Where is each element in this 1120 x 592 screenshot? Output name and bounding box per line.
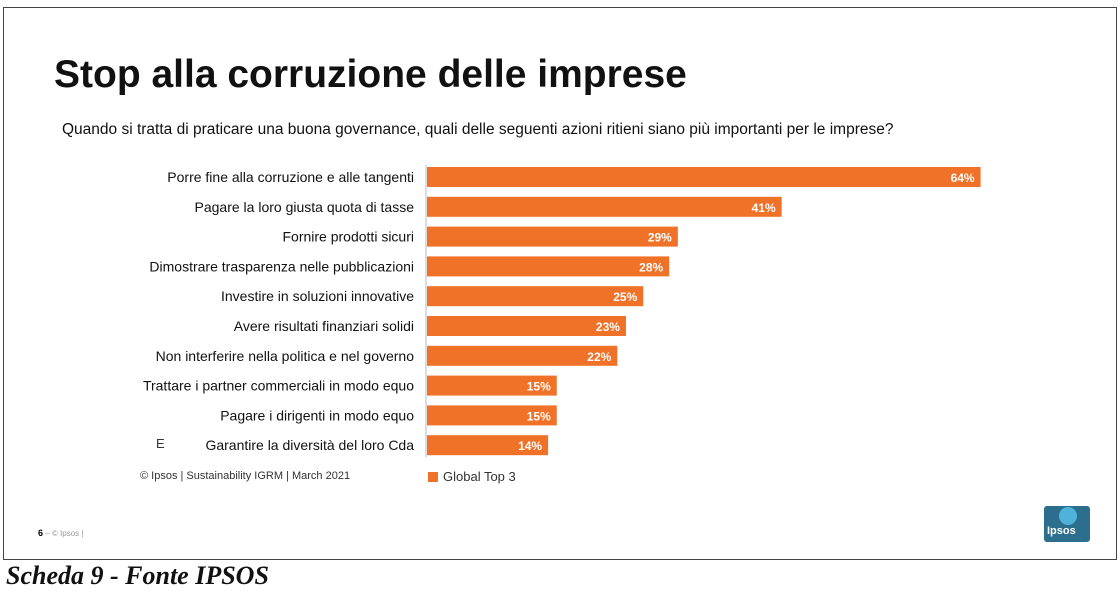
category-label: Pagare la loro giusta quota di tasse [195,199,415,215]
survey-question: Quando si tratta di praticare una buona … [62,121,894,138]
category-label: Investire in soluzioni innovative [221,288,414,304]
category-label: Pagare i dirigenti in modo equo [220,407,414,423]
logo-shape-icon [1059,507,1077,525]
bar [427,196,782,217]
category-label: Dimostrare trasparenza nelle pubblicazio… [149,258,414,274]
data-label: 29% [648,231,672,245]
page-number-value: 6 [38,528,44,538]
legend-swatch [428,471,438,482]
ipsos-logo: Ipsos [1044,506,1090,542]
bar [427,435,549,456]
bar [427,316,626,336]
data-label: 25% [613,290,637,304]
bar [427,405,557,426]
data-label: 22% [587,350,611,364]
slide-frame [3,7,1117,560]
legend-label: Global Top 3 [443,469,516,484]
page-number: 6 – © Ipsos | [38,528,83,538]
bar [427,256,670,277]
data-label: 15% [527,409,551,423]
category-label: Porre fine alla corruzione e alle tangen… [167,169,414,185]
logo-text: Ipsos [1047,525,1076,537]
slide-title: Stop alla corruzione delle imprese [54,53,687,96]
bar [427,345,618,366]
row-marker: E [156,436,165,451]
page-separator: – [45,529,50,538]
bar [427,167,981,187]
category-label: Fornire prodotti sicuri [283,229,415,245]
category-label: Non interferire nella politica e nel gov… [156,348,415,364]
source-note: © Ipsos | Sustainability IGRM | March 20… [140,470,351,482]
bar-chart: Porre fine alla corruzione e alle tangen… [143,165,981,458]
data-label: 64% [951,171,975,185]
bar [427,375,557,396]
bar [427,226,678,247]
data-label: 23% [596,320,620,334]
category-label: Garantire la diversità del loro Cda [205,437,414,453]
chart-legend: Global Top 3 [428,469,516,484]
category-label: Avere risultati finanziari solidi [234,318,414,334]
page-copyright: © Ipsos | [51,529,84,538]
data-label: 14% [518,439,542,453]
bar [427,286,644,307]
data-label: 41% [752,201,776,215]
data-label: 15% [527,380,551,394]
category-label: Trattare i partner commerciali in modo e… [143,378,414,394]
figure-caption: Scheda 9 - Fonte IPSOS [6,561,269,590]
data-label: 28% [639,260,663,274]
